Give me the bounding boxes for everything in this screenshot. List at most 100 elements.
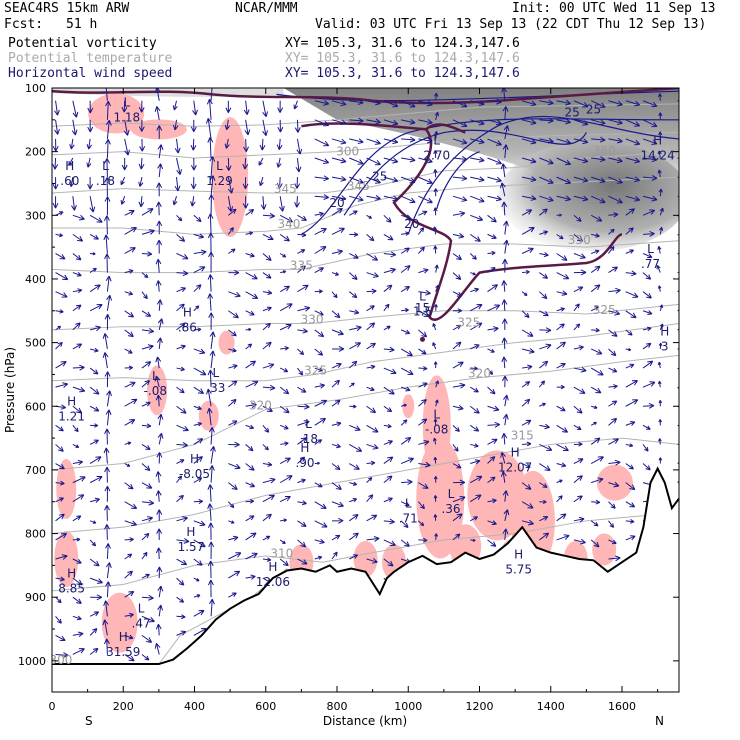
wind-vector-21-0	[418, 100, 433, 107]
wind-vector-35-13	[658, 342, 663, 350]
wind-vector-5-11	[141, 310, 152, 317]
wind-vector-19-10	[383, 284, 393, 293]
wind-vector-16-11	[331, 310, 341, 319]
wind-vector-9-20	[208, 465, 215, 483]
wind-vector-7-3	[176, 157, 183, 175]
wind-vector-34-4	[642, 174, 658, 181]
wind-vector-33-2	[625, 138, 641, 146]
wind-vector-18-4	[366, 176, 381, 184]
wind-vector-22-19	[433, 456, 438, 464]
terrain	[52, 466, 679, 692]
wind-vector-9-22	[207, 503, 214, 521]
wind-vector-16-18	[331, 443, 341, 449]
wind-vector-30-2	[573, 138, 589, 145]
wind-vector-21-12	[418, 329, 428, 338]
wind-vector-3-0	[105, 88, 108, 101]
wind-vector-13-11	[279, 303, 293, 312]
wind-vector-30-17	[573, 424, 582, 431]
wind-vector-14-23	[297, 539, 307, 548]
wind-vector-2-11	[89, 304, 103, 312]
wind-vector-26-22	[503, 509, 510, 521]
wind-vector-29-1	[556, 118, 571, 125]
wind-vector-17-6	[349, 210, 358, 216]
wind-vector-21-5	[418, 195, 433, 204]
wind-vector-11-9	[245, 272, 258, 280]
wind-vector-6-7	[156, 220, 163, 235]
wind-vector-0-1	[54, 119, 60, 135]
wind-vector-19-18	[383, 440, 393, 445]
wind-vector-29-21	[556, 495, 563, 503]
wind-vector-25-0	[487, 98, 502, 105]
extremum-high-marker-20: H	[186, 525, 195, 539]
theta-label-1: 310	[270, 547, 293, 561]
wind-vector-5-9	[141, 272, 149, 279]
wind-vector-10-5	[227, 196, 234, 212]
wind-vector-30-18	[573, 441, 583, 447]
wind-vector-21-4	[418, 176, 433, 185]
wind-vector-25-21	[487, 498, 497, 504]
wind-vector-29-10	[556, 290, 568, 296]
wind-vector-6-1	[154, 106, 161, 120]
wind-vector-2-16	[89, 405, 100, 412]
wind-vector-36-5	[677, 195, 679, 198]
wind-vector-24-22	[469, 516, 478, 522]
wind-vector-28-23	[539, 532, 550, 541]
wind-vector-3-27	[103, 600, 110, 617]
wind-vector-7-8	[176, 253, 189, 260]
wind-vector-4-2	[124, 138, 131, 156]
wind-vector-6-12	[157, 318, 164, 330]
wind-vector-35-6	[659, 207, 664, 216]
wind-vector-2-18	[89, 439, 99, 445]
wind-vector-11-19	[245, 463, 255, 471]
wind-vector-35-8	[657, 245, 662, 254]
wind-vector-11-15	[245, 380, 259, 388]
wind-vector-26-15	[502, 375, 508, 388]
wind-vector-24-13	[470, 344, 480, 350]
wind-vector-16-12	[331, 329, 344, 336]
wind-vector-4-26	[124, 590, 135, 598]
plot-frame	[51, 87, 680, 693]
wind-vector-16-16	[331, 399, 341, 407]
wind-vector-11-17	[245, 424, 255, 430]
y-tick-label-5: 600	[25, 400, 46, 413]
wind-vector-9-9	[208, 251, 215, 273]
wind-vector-36-14	[677, 367, 679, 371]
wind-vector-15-9	[314, 267, 324, 274]
wind-vector-16-5	[331, 195, 347, 202]
wind-vector-33-20	[625, 482, 636, 491]
wind-vector-22-18	[433, 437, 437, 445]
wind-vector-19-17	[383, 423, 392, 429]
wind-vector-7-0	[172, 100, 178, 111]
wind-vector-23-13	[452, 341, 462, 350]
wind-vector-3-3	[105, 139, 111, 159]
wind-vector-18-8	[366, 253, 379, 261]
wind-vector-11-5	[242, 196, 249, 209]
wind-vector-0-28	[55, 634, 66, 642]
wind-vector-19-20	[383, 475, 393, 484]
extremum-high-marker-9: H	[660, 325, 669, 339]
theta-label-13: 300	[336, 144, 359, 158]
wind-vector-23-21	[452, 496, 466, 503]
wind-vector-29-3	[556, 157, 572, 166]
wind-vector-4-6	[124, 210, 135, 216]
wind-vector-25-17	[487, 421, 501, 428]
wind-vector-20-15	[400, 386, 411, 392]
wind-vector-32-24	[608, 555, 621, 562]
wind-vector-9-7	[207, 213, 214, 235]
extremum-value-9: 3	[661, 340, 669, 354]
wind-vector-8-17	[193, 422, 202, 427]
wind-vector-24-17	[469, 424, 480, 432]
wind-vector-10-16	[228, 398, 237, 407]
wind-vector-9-24	[208, 541, 215, 560]
x-tick-label-1: 200	[113, 700, 134, 713]
wind-vector-1-11	[72, 304, 82, 312]
wind-vector-1-25	[72, 577, 83, 586]
wind-vector-26-8	[503, 239, 510, 254]
wind-vector-31-0	[590, 100, 606, 108]
wind-vector-35-7	[659, 226, 664, 235]
wind-vector-6-20	[155, 471, 162, 483]
y-tick-label-3: 400	[25, 273, 46, 286]
wind-vector-10-11	[228, 310, 239, 319]
wind-vector-14-22	[297, 520, 307, 528]
wind-vector-17-5	[349, 195, 364, 202]
